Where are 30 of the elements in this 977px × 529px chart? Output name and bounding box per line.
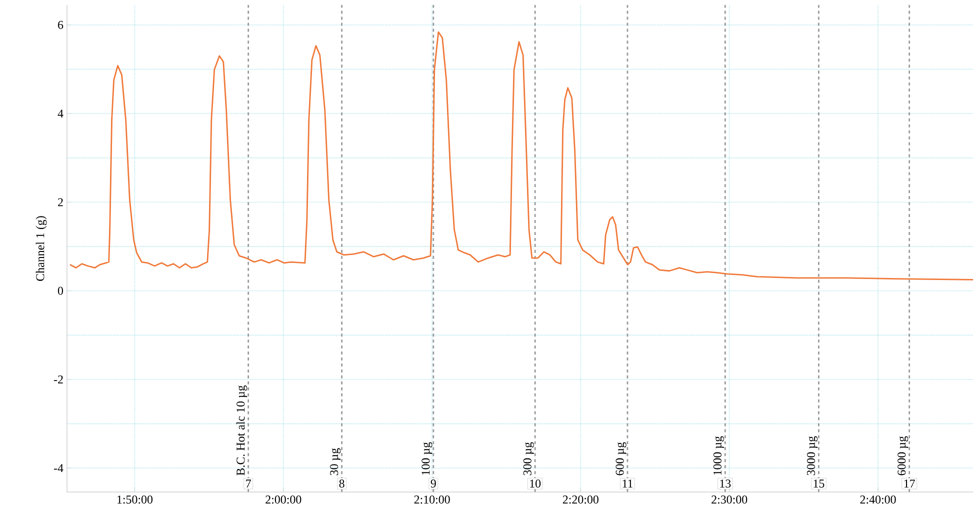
annotation: 15 xyxy=(814,480,824,488)
y-tick-label: 2 xyxy=(58,198,63,206)
y-tick-label: 4 xyxy=(58,110,64,118)
line-series xyxy=(69,31,974,280)
ref-line-label: 1000 µg xyxy=(713,436,724,475)
annotation: 8 xyxy=(339,480,344,488)
annotation: 13 xyxy=(720,480,731,488)
ref-line-label: 300 µg xyxy=(523,442,534,476)
annotation: 11 xyxy=(622,480,633,488)
ref-line-label: 100 µg xyxy=(422,442,432,475)
annotation: 9 xyxy=(430,480,436,488)
x-tick-label: 2:00:00 xyxy=(266,496,302,504)
x-tick-label: 1:50:00 xyxy=(117,496,153,504)
y-tick-label: 0 xyxy=(58,286,64,295)
y-axis-title: Channel 1 (g) xyxy=(36,216,47,281)
ref-line-label: B.C. Hot alc 10 µg xyxy=(236,385,248,476)
ref-line-label: 6000 µg xyxy=(898,436,908,476)
x-tick-label: 2:40:00 xyxy=(860,496,896,504)
annotation: 7 xyxy=(246,480,251,488)
ref-line-label: 600 µg xyxy=(616,442,626,476)
y-tick-label: -2 xyxy=(54,375,63,384)
annotation: 10 xyxy=(530,480,541,488)
x-tick-label: 2:30:00 xyxy=(712,496,748,504)
y-tick-label: -4 xyxy=(54,464,64,472)
ref-line-label: 3000 µg xyxy=(806,436,818,476)
y-tick-label: 6 xyxy=(58,20,64,29)
ref-line-label: 30 µg xyxy=(330,448,341,476)
x-tick-label: 2:20:00 xyxy=(562,496,598,504)
annotation: 17 xyxy=(904,480,915,488)
x-tick-label: 2:10:00 xyxy=(414,496,450,504)
